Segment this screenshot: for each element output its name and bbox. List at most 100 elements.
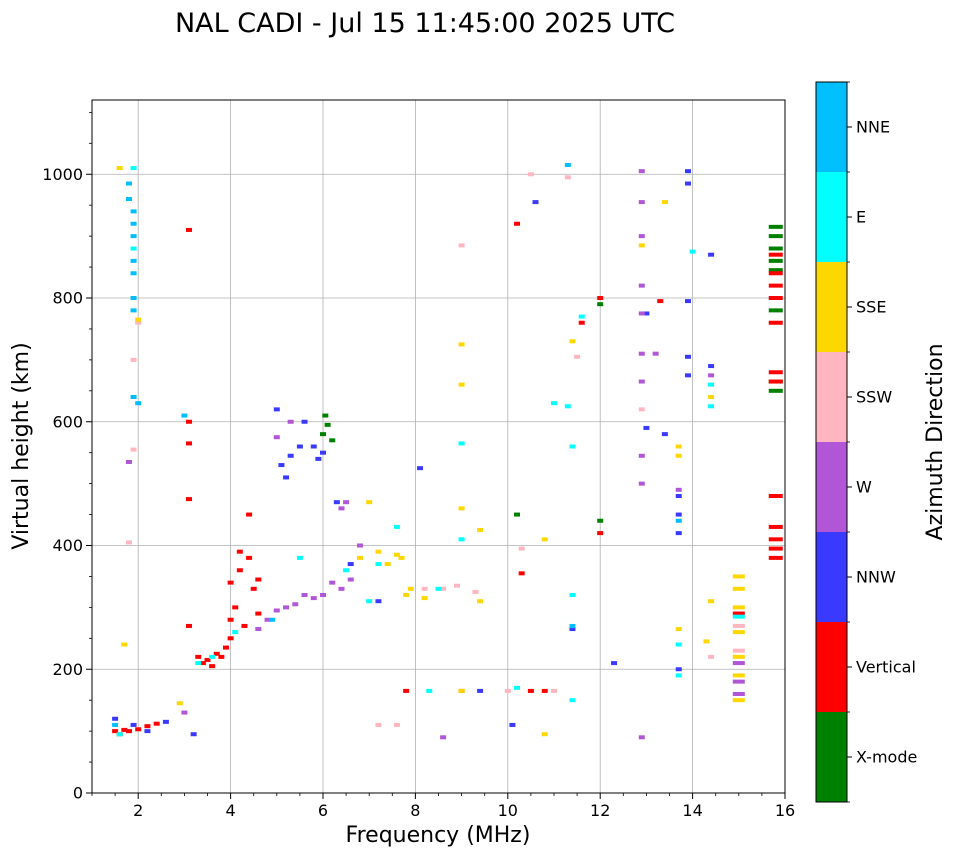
- echo-point: [121, 727, 128, 732]
- echo-point: [732, 623, 745, 628]
- echo-point: [675, 512, 682, 517]
- echo-point: [125, 459, 132, 464]
- echo-point: [541, 732, 548, 737]
- echo-point: [732, 648, 745, 653]
- colorbar-label: NNE: [856, 118, 890, 137]
- echo-point: [458, 537, 465, 542]
- echo-point: [732, 614, 745, 619]
- echo-point: [112, 716, 119, 721]
- echo-point: [675, 673, 682, 678]
- echo-point: [453, 583, 460, 588]
- echo-point: [269, 617, 276, 622]
- echo-point: [144, 729, 151, 734]
- echo-point: [296, 444, 303, 449]
- echo-point: [458, 342, 465, 347]
- echo-point: [213, 651, 220, 656]
- echo-point: [458, 382, 465, 387]
- echo-point: [597, 531, 604, 536]
- echo-point: [125, 540, 132, 545]
- echo-point: [684, 169, 691, 174]
- echo-point: [186, 419, 193, 424]
- echo-point: [518, 546, 525, 551]
- echo-point: [435, 586, 442, 591]
- echo-point: [768, 546, 783, 551]
- y-axis-ticks: 0 200 400 600 800 1000: [42, 111, 92, 803]
- plot-area: 2 4 6 8 10 12 14 16 0 200 400 600 800 1000: [42, 99, 795, 820]
- x-axis-ticks: 2 4 6 8 10 12 14 16: [91, 793, 795, 820]
- echo-point: [176, 701, 183, 706]
- echo-point: [638, 311, 645, 316]
- echo-point: [638, 234, 645, 239]
- echo-point: [283, 605, 290, 610]
- echo-point: [564, 404, 571, 409]
- echo-point: [514, 685, 521, 690]
- echo-point: [130, 357, 137, 362]
- echo-point: [768, 537, 783, 542]
- echo-point: [181, 413, 188, 418]
- echo-point: [708, 599, 715, 604]
- echo-point: [675, 453, 682, 458]
- echo-point: [264, 617, 271, 622]
- echo-point: [393, 722, 400, 727]
- echo-point: [684, 299, 691, 304]
- echo-point: [477, 528, 484, 533]
- colorbar-title: Azimuth Direction: [923, 343, 948, 540]
- echo-point: [509, 722, 516, 727]
- echo-point: [440, 586, 447, 591]
- echo-point: [417, 466, 424, 471]
- echo-point: [292, 602, 299, 607]
- echo-point: [356, 543, 363, 548]
- echo-point: [597, 518, 604, 523]
- colorbar-label: SSE: [856, 298, 886, 317]
- echo-point: [130, 234, 137, 239]
- echo-point: [375, 549, 382, 554]
- colorbar-segment: [816, 532, 847, 622]
- echo-point: [564, 162, 571, 167]
- echo-point: [227, 636, 234, 641]
- echo-point: [181, 710, 188, 715]
- echo-point: [130, 447, 137, 452]
- echo-point: [569, 339, 576, 344]
- echo-point: [527, 688, 534, 693]
- echo-point: [246, 512, 253, 517]
- echo-point: [190, 732, 197, 737]
- echo-point: [236, 568, 243, 573]
- echo-point: [675, 531, 682, 536]
- x-tick-label: 10: [498, 801, 518, 820]
- series-nnw: [112, 169, 715, 737]
- echo-point: [638, 169, 645, 174]
- echo-point: [732, 654, 745, 659]
- echo-point: [768, 296, 783, 300]
- echo-point: [732, 673, 745, 678]
- echo-point: [356, 555, 363, 560]
- echo-point: [684, 373, 691, 378]
- echo-point: [204, 657, 211, 662]
- echo-point: [569, 698, 576, 703]
- series-e: [116, 166, 745, 737]
- echo-point: [638, 200, 645, 205]
- echo-point: [768, 370, 783, 375]
- echo-point: [222, 645, 229, 650]
- echo-point: [255, 577, 262, 582]
- echo-point: [329, 438, 336, 443]
- echo-point: [458, 243, 465, 248]
- echo-point: [130, 395, 137, 399]
- echo-point: [116, 732, 123, 737]
- x-tick-label: 12: [590, 801, 610, 820]
- echo-point: [130, 246, 137, 251]
- echo-point: [375, 599, 382, 604]
- echo-point: [246, 555, 253, 560]
- echo-point: [578, 314, 585, 319]
- echo-point: [458, 506, 465, 511]
- echo-point: [675, 627, 682, 632]
- echo-point: [611, 661, 618, 666]
- series-nne: [112, 162, 682, 727]
- echo-point: [703, 639, 710, 644]
- echo-point: [130, 166, 137, 171]
- echo-point: [338, 586, 345, 591]
- echo-point: [768, 494, 783, 498]
- echo-point: [320, 450, 326, 455]
- echo-point: [375, 562, 382, 567]
- echo-point: [232, 605, 239, 610]
- echo-point: [130, 221, 137, 226]
